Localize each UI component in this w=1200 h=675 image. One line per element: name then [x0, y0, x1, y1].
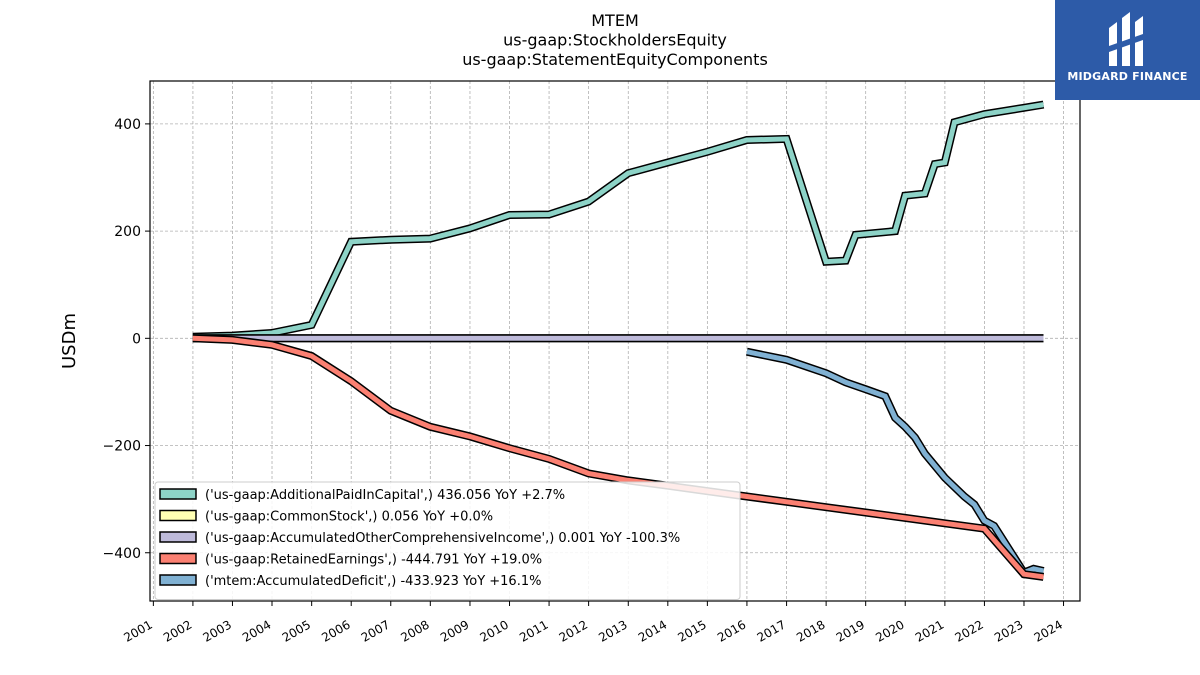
y-axis-label: USDm	[59, 313, 80, 369]
x-tick-label: 2005	[280, 617, 313, 644]
legend: ('us-gaap:AdditionalPaidInCapital',) 436…	[154, 481, 741, 600]
y-tick-label: 200	[114, 224, 141, 240]
series-line	[192, 100, 1045, 341]
legend-swatch	[159, 574, 197, 586]
x-tick-label: 2022	[952, 617, 985, 644]
x-tick-label: 2004	[240, 617, 273, 644]
legend-label: ('mtem:AccumulatedDeficit',) -433.923 Yo…	[205, 574, 541, 589]
series-line-fill	[192, 335, 1044, 580]
legend-label: ('us-gaap:RetainedEarnings',) -444.791 Y…	[205, 553, 542, 568]
series-line-fill	[746, 349, 1045, 576]
legend-swatch	[159, 552, 197, 565]
x-tick-label: 2010	[478, 617, 511, 644]
x-tick-label: 2012	[557, 617, 590, 644]
legend-box	[154, 481, 741, 600]
series-line-fill	[192, 102, 1044, 340]
x-axis: 2001 2002 2003 2004 2005 2006 2007 2008 2009 2010…	[121, 601, 1065, 645]
y-tick-label: −200	[103, 439, 141, 455]
x-tick-label: 2015	[675, 617, 708, 644]
x-tick-label: 2011	[517, 617, 550, 644]
series-line	[192, 334, 1045, 581]
x-tick-label: 2021	[913, 617, 946, 644]
x-tick-label: 2002	[161, 617, 194, 644]
x-tick-label: 2013	[596, 617, 629, 644]
x-tick-label: 2001	[121, 617, 154, 644]
series-line	[746, 347, 1045, 578]
legend-label: ('us-gaap:CommonStock',) 0.056 YoY +0.0%	[205, 510, 493, 525]
series-group	[192, 100, 1045, 581]
plot-frame	[149, 80, 1081, 602]
x-tick-label: 2017	[755, 617, 788, 644]
x-tick-label: 2016	[715, 617, 748, 644]
x-tick-label: 2006	[319, 617, 352, 644]
x-tick-label: 2014	[636, 617, 669, 644]
legend-label: ('us-gaap:AdditionalPaidInCapital',) 436…	[205, 488, 565, 503]
x-tick-label: 2020	[873, 617, 906, 644]
legend-swatch	[159, 531, 197, 543]
x-tick-label: 2023	[992, 617, 1025, 644]
x-tick-label: 2007	[359, 617, 392, 644]
y-axis: 400 200 0 −200 −400	[103, 117, 150, 562]
midgard-logo-icon	[1109, 12, 1143, 66]
x-tick-label: 2008	[398, 617, 431, 644]
legend-label: ('us-gaap:AccumulatedOtherComprehensiveI…	[205, 531, 680, 546]
y-tick-label: −400	[103, 546, 141, 562]
y-tick-label: 0	[132, 331, 141, 347]
title-line: MTEM	[591, 11, 639, 30]
legend-swatch	[159, 488, 197, 500]
chart-title: MTEMus-gaap:StockholdersEquityus-gaap:St…	[462, 11, 768, 69]
logo: MIDGARD FINANCE	[1055, 0, 1200, 100]
x-tick-label: 2019	[834, 617, 867, 644]
title-line: us-gaap:StatementEquityComponents	[462, 50, 768, 69]
x-tick-label: 2009	[438, 617, 471, 644]
title-line: us-gaap:StockholdersEquity	[503, 31, 727, 50]
x-tick-label: 2018	[794, 617, 827, 644]
x-tick-label: 2024	[1032, 617, 1065, 644]
y-tick-label: 400	[114, 117, 141, 133]
logo-text: MIDGARD FINANCE	[1067, 70, 1188, 83]
legend-swatch	[159, 509, 197, 522]
x-tick-label: 2003	[201, 617, 234, 644]
